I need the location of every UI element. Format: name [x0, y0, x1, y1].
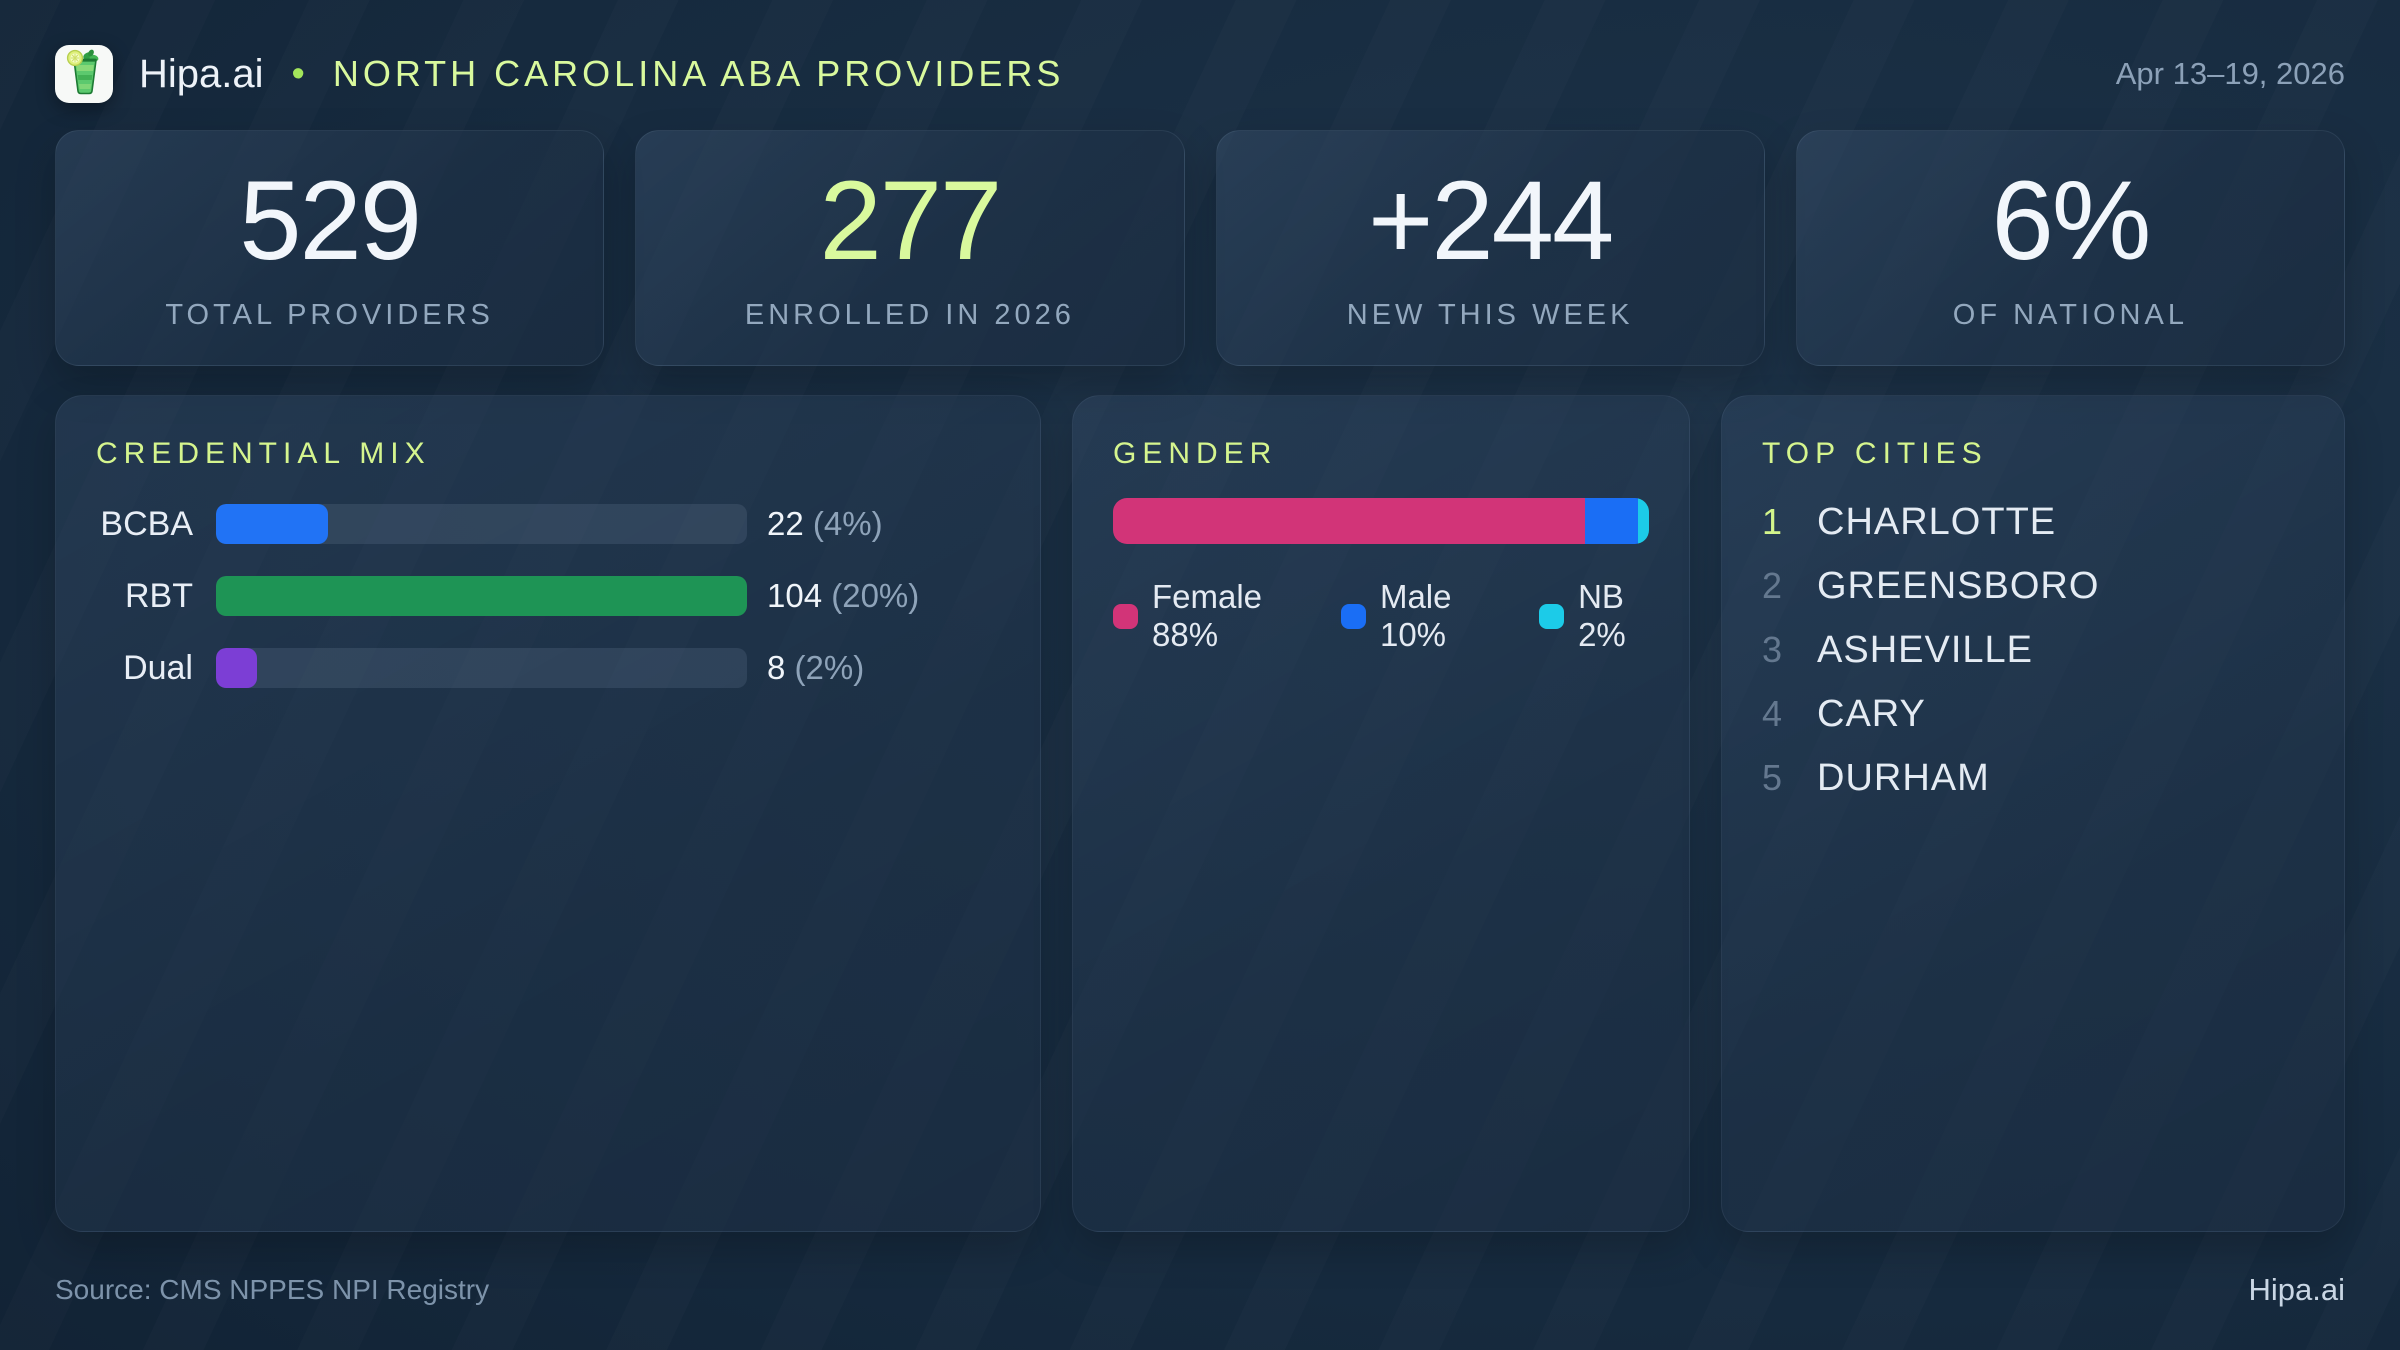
- gender-segment: [1638, 498, 1649, 544]
- legend-swatch: [1539, 603, 1565, 629]
- credential-bar-fill: [216, 504, 329, 544]
- city-rank: 4: [1762, 693, 1783, 734]
- brand-name: Hipa.ai: [139, 51, 264, 96]
- stat-value: 277: [819, 157, 1002, 283]
- legend-label: NB 2%: [1578, 578, 1626, 653]
- city-name: ASHEVILLE: [1817, 628, 2033, 671]
- panel-title: GENDER: [1113, 437, 1278, 470]
- stat-cards-row: 529 TOTAL PROVIDERS 277 ENROLLED IN 2026…: [55, 130, 2345, 366]
- city-row: 5 DURHAM: [1762, 754, 2304, 802]
- header: Hipa.ai • NORTH CAROLINA ABA PROVIDERS A…: [55, 42, 2345, 106]
- credential-row-dual: Dual 8 (2%): [96, 648, 1000, 688]
- top-cities-panel: TOP CITIES 1 CHARLOTTE 2 GREENSBORO 3 AS…: [1721, 395, 2345, 1232]
- date-range: Apr 13–19, 2026: [2115, 56, 2345, 91]
- panels-row: CREDENTIAL MIX BCBA 22 (4%) RBT 104: [55, 395, 2345, 1232]
- stat-value: 529: [239, 157, 422, 283]
- legend-label: Male 10%: [1379, 578, 1452, 653]
- credential-bar-fill: [216, 576, 747, 616]
- credential-value: 104 (20%): [767, 577, 919, 615]
- gender-stacked-bar: [1113, 498, 1649, 544]
- city-row: 4 CARY: [1762, 690, 2304, 738]
- city-rank: 3: [1762, 629, 1783, 670]
- credential-label: RBT: [125, 576, 193, 615]
- hipa-logo: [55, 45, 113, 103]
- credential-bar-track: [216, 576, 747, 616]
- footer: Source: CMS NPPES NPI Registry Hipa.ai: [55, 1272, 2345, 1308]
- stat-card-enrolled: 277 ENROLLED IN 2026: [635, 130, 1185, 366]
- legend-swatch: [1113, 603, 1138, 629]
- legend-label: Female 88%: [1152, 578, 1263, 653]
- legend-item-nb: NB 2%: [1539, 578, 1649, 654]
- panel-title: CREDENTIAL MIX: [96, 437, 431, 470]
- credential-label: Dual: [123, 648, 193, 687]
- credential-percent: (4%): [812, 505, 883, 542]
- stat-card-new-this-week: +244 NEW THIS WEEK: [1215, 130, 1765, 366]
- stat-label: NEW THIS WEEK: [1346, 298, 1634, 331]
- city-name: GREENSBORO: [1817, 564, 2100, 607]
- mojito-drink-icon: [64, 49, 104, 100]
- stat-value: +244: [1367, 157, 1614, 283]
- gender-legend: Female 88% Male 10% NB 2%: [1113, 578, 1649, 654]
- footer-brand: Hipa.ai: [2248, 1272, 2346, 1307]
- separator-dot-icon: •: [291, 53, 305, 95]
- legend-swatch: [1340, 603, 1366, 629]
- credential-bar-fill: [216, 648, 257, 688]
- city-rank: 5: [1762, 757, 1783, 798]
- credential-value: 22 (4%): [767, 505, 883, 543]
- credential-count: 8: [767, 649, 786, 686]
- stat-label: OF NATIONAL: [1952, 298, 2188, 331]
- city-rank: 1: [1762, 501, 1783, 542]
- gender-panel: GENDER Female 88% Male 10% NB 2%: [1072, 395, 1690, 1232]
- credential-row-rbt: RBT 104 (20%): [96, 576, 1000, 616]
- source-attribution: Source: CMS NPPES NPI Registry: [55, 1274, 490, 1305]
- city-name: CARY: [1817, 692, 1926, 735]
- credential-bar-track: [216, 504, 747, 544]
- city-row: 2 GREENSBORO: [1762, 562, 2304, 610]
- city-row: 3 ASHEVILLE: [1762, 626, 2304, 674]
- stat-card-of-national: 6% OF NATIONAL: [1795, 130, 2345, 366]
- credential-value: 8 (2%): [767, 649, 864, 687]
- legend-item-male: Male 10%: [1340, 578, 1485, 654]
- credential-mix-panel: CREDENTIAL MIX BCBA 22 (4%) RBT 104: [55, 395, 1041, 1232]
- panel-title: TOP CITIES: [1762, 437, 1988, 470]
- stat-label: ENROLLED IN 2026: [744, 298, 1075, 331]
- credential-row-bcba: BCBA 22 (4%): [96, 504, 1000, 544]
- gender-segment: [1113, 498, 1585, 544]
- stat-card-total-providers: 529 TOTAL PROVIDERS: [55, 130, 605, 366]
- legend-item-female: Female 88%: [1113, 578, 1287, 654]
- city-row: 1 CHARLOTTE: [1762, 498, 2304, 546]
- city-name: DURHAM: [1817, 756, 1990, 799]
- gender-segment: [1584, 498, 1639, 544]
- credential-percent: (20%): [831, 577, 920, 614]
- credential-bar-track: [216, 648, 747, 688]
- city-rank: 2: [1762, 565, 1783, 606]
- stat-label: TOTAL PROVIDERS: [165, 298, 494, 331]
- stat-value: 6%: [1991, 157, 2151, 283]
- credential-percent: (2%): [794, 649, 865, 686]
- credential-label: BCBA: [100, 504, 193, 543]
- credential-count: 104: [767, 577, 823, 614]
- city-name: CHARLOTTE: [1817, 500, 2057, 543]
- page-title: NORTH CAROLINA ABA PROVIDERS: [332, 53, 1065, 94]
- credential-count: 22: [767, 505, 804, 542]
